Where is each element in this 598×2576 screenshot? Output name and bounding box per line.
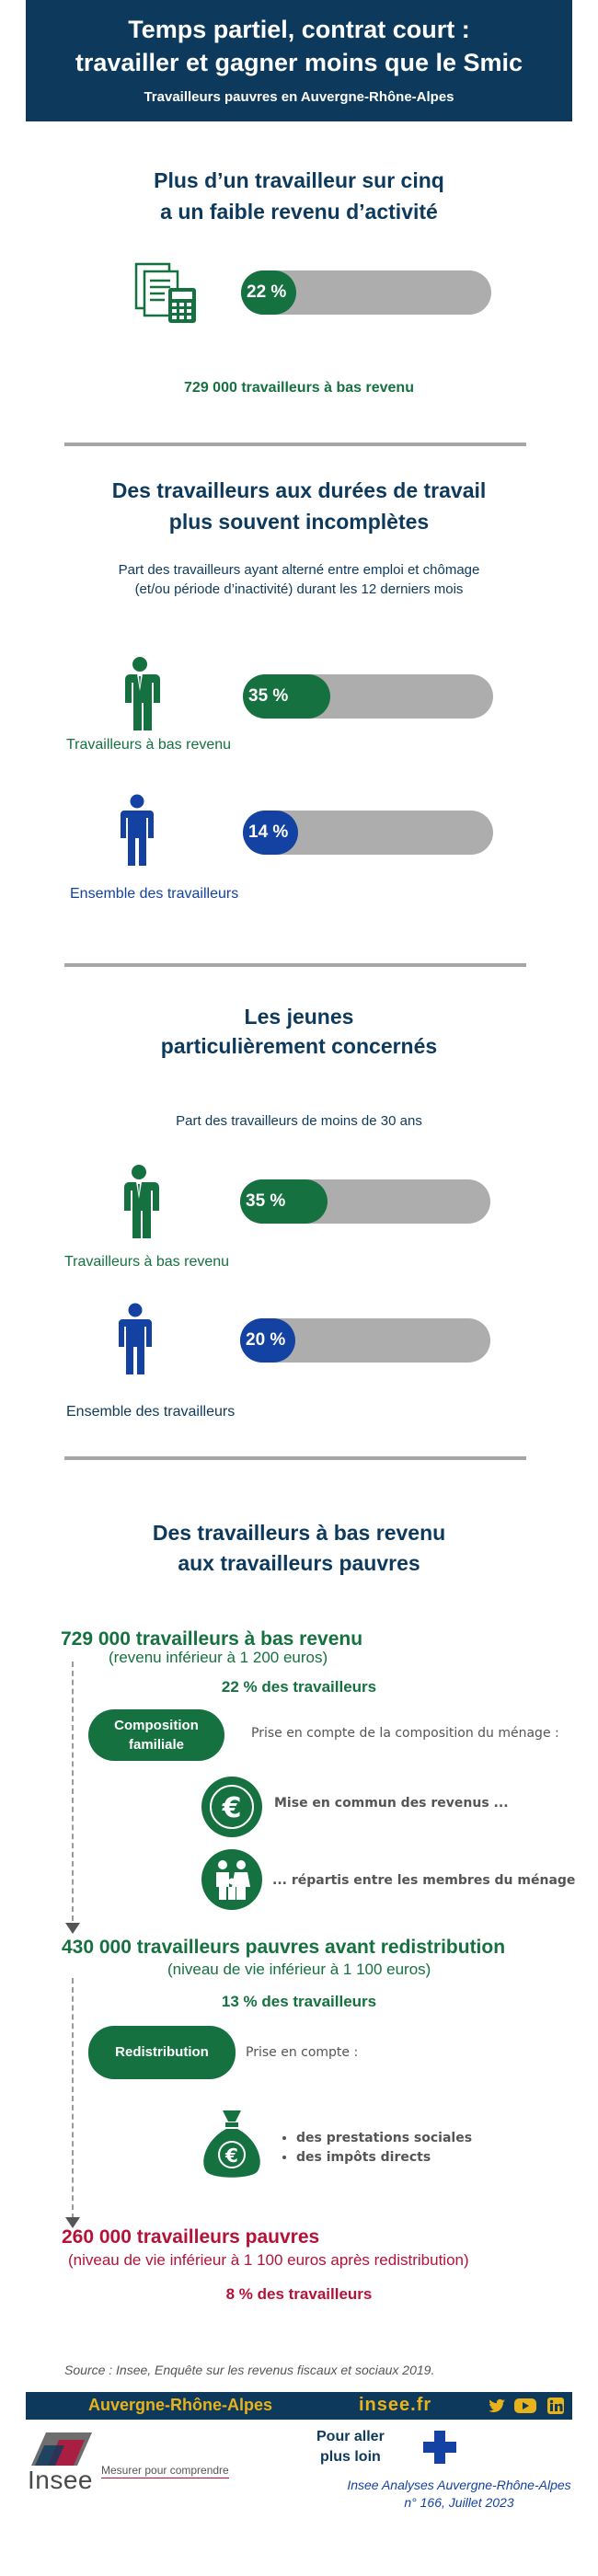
bar-value-label: 14 % [248,822,289,842]
divider [64,443,526,446]
footer-site-link[interactable]: insee.fr [359,2395,432,2415]
section3-title-line1: Les jeunes [244,1005,354,1029]
twitter-icon[interactable] [488,2397,506,2415]
source-note: Source : Insee, Enquête sur les revenus … [64,2363,435,2377]
redistribution-item: des impôts directs [296,2148,472,2168]
section2-title-line2: plus souvent incomplètes [168,510,430,534]
redistribution-note: Prise en compte : [246,2045,359,2060]
publication-reference[interactable]: Insee Analyses Auvergne-Rhône-Alpes n° 1… [346,2477,572,2512]
person-icon [117,1303,154,1378]
page-title-line2: travailler et gagner moins que le Smic [75,49,523,76]
divider [64,1456,526,1460]
row-label-all-workers: Ensemble des travailleurs [66,1404,236,1420]
step2-detail: (niveau de vie inférieur à 1 100 euros) [167,1961,431,1978]
bar-low-income-share: 22 % [241,270,491,315]
row-label-all-workers: Ensemble des travailleurs [70,886,239,902]
more-info-line1: Pour aller [316,2429,385,2444]
bar-alternated-low-income: 35 % [243,674,493,719]
step2-share: 13 % des travailleurs [221,1993,377,2010]
section1-title-line2: a un faible revenu d’activité [160,200,438,224]
flow-line [72,1978,74,2219]
step3-headline: 260 000 travailleurs pauvres [62,2226,320,2248]
more-info-label: Pour aller plus loin [316,2427,385,2467]
bar-young-low-income: 35 % [240,1179,490,1224]
step2-headline: 430 000 travailleurs pauvres avant redis… [62,1937,506,1958]
euro-coin-icon: € [201,1776,263,1838]
redistribution-list: des prestations sociales des impôts dire… [296,2129,472,2168]
divider [64,963,526,967]
bar-young-all-workers: 20 % [240,1318,490,1363]
bar-fill-alternated-all-workers: 14 % [243,811,298,855]
row-label-low-income: Travailleurs à bas revenu [64,1254,230,1270]
bar-value-label: 35 % [248,686,289,706]
family-icon [201,1848,263,1911]
bar-fill-alternated-low-income: 35 % [243,674,331,719]
page-title-line1: Temps partiel, contrat court : [128,16,470,43]
linkedin-icon[interactable] [546,2397,565,2415]
step1-headline: 729 000 travailleurs à bas revenu [61,1628,363,1650]
family-note: Prise en compte de la composition du mén… [251,1726,559,1741]
section4-title-line1: Des travailleurs à bas revenu [152,1521,446,1545]
step3-detail: (niveau de vie inférieur à 1 100 euros a… [68,2251,469,2269]
publication-line1: Insee Analyses Auvergne-Rhône-Alpes [347,2478,571,2492]
section3-title-line2: particulièrement concernés [160,1034,438,1058]
redistribution-item: des prestations sociales [296,2129,472,2148]
bar-fill-young-all-workers: 20 % [240,1318,295,1363]
redistribution-pill: Redistribution [88,2026,236,2079]
step1-detail: (revenu inférieur à 1 200 euros) [109,1649,328,1666]
plus-icon[interactable] [421,2429,458,2466]
flow-arrowhead [65,1923,80,1934]
worker-suit-icon [116,1164,162,1239]
flow-line [72,1662,74,1921]
family-item-sharing: ... répartis entre les membres du ménage [272,1873,576,1888]
section2-subtitle-line2: (et/ou période d’inactivité) durant les … [134,581,464,597]
page-subtitle: Travailleurs pauvres en Auvergne-Rhône-A… [144,89,454,105]
documents-calculator-icon [133,260,200,327]
person-icon [119,794,155,869]
publication-line2: n° 166, Juillet 2023 [404,2495,514,2510]
insee-tagline: Mesurer pour comprendre [101,2464,229,2478]
step1-share: 22 % des travailleurs [221,1678,377,1696]
section3-subtitle: Part des travailleurs de moins de 30 ans [176,1113,422,1129]
section1-caption: 729 000 travailleurs à bas revenu [184,380,414,396]
youtube-icon[interactable] [513,2397,537,2415]
bar-value-label: 35 % [246,1191,286,1211]
insee-logo-text: Insee [28,2466,93,2494]
money-bag-icon: € [201,2107,263,2180]
svg-text:€: € [224,2145,238,2167]
bar-fill-young-low-income: 35 % [240,1179,328,1224]
worker-suit-icon [117,656,163,731]
footer-band: Auvergne-Rhône-Alpes insee.fr [26,2392,572,2420]
row-label-low-income: Travailleurs à bas revenu [66,737,232,753]
section2-subtitle-line1: Part des travailleurs ayant alterné entr… [118,562,480,578]
header-banner: Temps partiel, contrat court : travaille… [26,0,572,121]
insee-logo-mark [28,2429,94,2471]
pill-label-line2: familiale [128,1737,185,1753]
footer-region: Auvergne-Rhône-Alpes [88,2396,273,2414]
step3-share: 8 % des travailleurs [225,2285,373,2303]
flow-arrowhead [65,2217,80,2228]
family-item-pooling: Mise en commun des revenus ... [274,1796,509,1811]
family-composition-pill: Composition familiale [88,1709,224,1761]
bar-fill-low-income-share: 22 % [241,270,296,315]
more-info-line2: plus loin [320,2449,381,2465]
pill-label-line1: Composition [114,1718,199,1733]
section4-title-line2: aux travailleurs pauvres [178,1551,420,1575]
bar-value-label: 20 % [246,1330,286,1350]
section2-title-line1: Des travailleurs aux durées de travail [111,478,487,502]
section1-title-line1: Plus d’un travailleur sur cinq [154,168,444,192]
svg-text:€: € [222,1792,242,1824]
bar-alternated-all-workers: 14 % [243,811,493,855]
bar-value-label: 22 % [247,282,287,302]
